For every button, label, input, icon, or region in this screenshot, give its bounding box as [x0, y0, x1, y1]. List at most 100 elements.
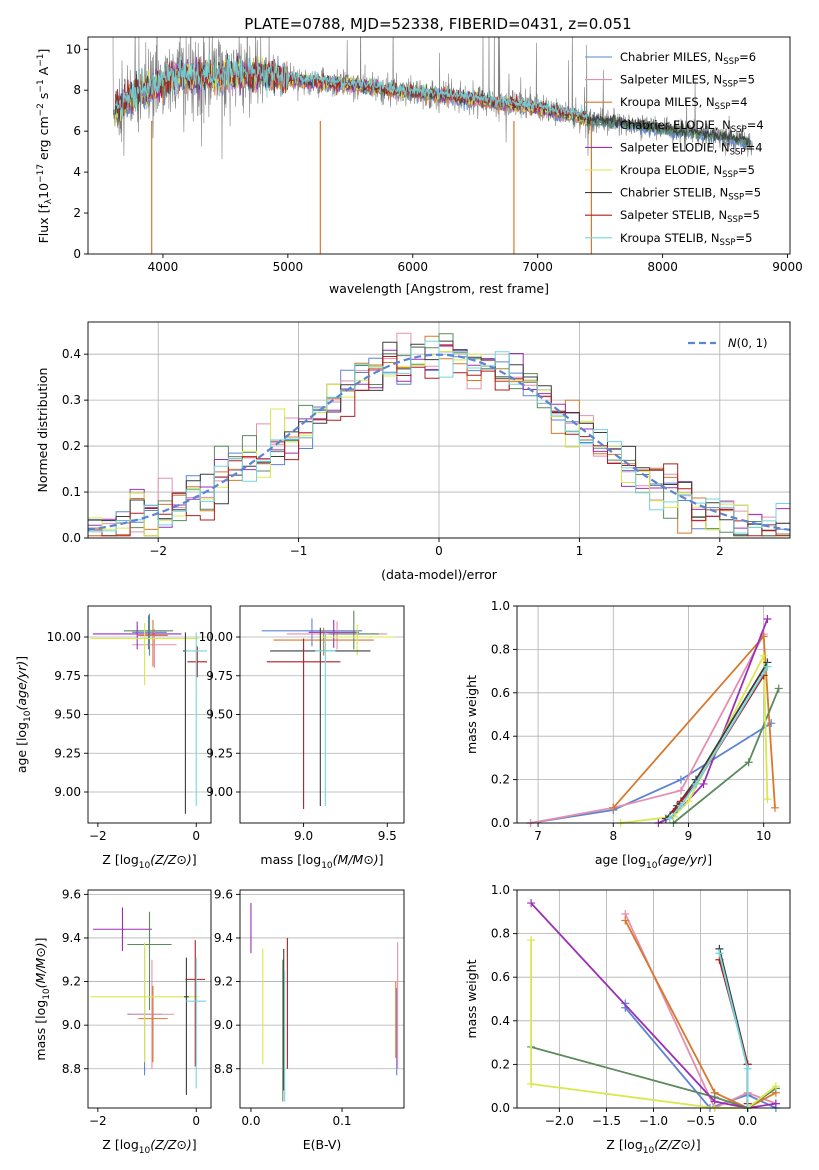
label-part: ]	[192, 852, 197, 867]
y-tick-label: 0.6	[491, 686, 510, 700]
y-tick-label: 4	[73, 165, 81, 179]
point-kroupa-stelib	[186, 957, 207, 1089]
data-point	[691, 779, 700, 788]
axes-background	[240, 890, 404, 1108]
y-tick-label: 9.00	[54, 785, 81, 799]
x-axis-label: Z [log10(Z/Z⊙)]	[102, 1137, 196, 1156]
legend-text: Chabrier MILES, N	[620, 50, 723, 64]
mass-vs-EBV-panel: 0.0 0.1 8.8 9.0 9.2 9.4 9.6 E(B-V)	[214, 887, 405, 1152]
x-tick-label: 6000	[397, 260, 428, 274]
label-part: ]	[192, 1137, 197, 1152]
legend-sub: SSP	[723, 57, 739, 67]
x-tick-label: −1.0	[639, 1114, 668, 1128]
data-point	[676, 786, 685, 795]
legend-entry-kroupa-stelib: Kroupa STELIB, NSSP=5	[620, 231, 752, 248]
y-tick-label: 0.2	[62, 439, 81, 453]
legend-sub: SSP	[722, 170, 738, 180]
data-point	[763, 795, 772, 804]
y-tick-label: 9.6	[62, 887, 81, 901]
point-kroupa-stelib	[315, 632, 336, 806]
data-point	[527, 899, 536, 908]
x-tick-label: 8000	[647, 260, 678, 274]
series-line	[530, 633, 765, 824]
x-tick-label: 0	[192, 1114, 200, 1128]
legend-entry-salpeter-elodie: Salpeter ELODIE, NSSP=4	[620, 140, 763, 157]
point-salpeter-stelib	[185, 940, 206, 1067]
legend-sub: SSP	[720, 238, 736, 248]
histogram-plot-area	[88, 332, 790, 537]
legend-text: Kroupa MILES, N	[620, 95, 715, 109]
x-axis-label: (data-model)/error	[381, 567, 498, 582]
label-part: −2	[36, 103, 46, 116]
label-part: age [log	[595, 852, 646, 867]
label-part: ]	[696, 1137, 701, 1152]
legend-entry-salpeter-stelib: Salpeter STELIB, NSSP=5	[620, 208, 760, 225]
y-tick-label: 0.0	[491, 1101, 510, 1115]
x-tick-label: −2	[149, 544, 167, 558]
legend-entry-chabrier-stelib: Chabrier STELIB, NSSP=5	[620, 186, 761, 203]
x-tick-label: −2	[89, 1114, 107, 1128]
y-tick-label: 9.75	[206, 669, 233, 683]
data-point	[771, 1099, 780, 1108]
legend-suffix: =5	[743, 208, 760, 222]
normal-curve	[88, 353, 790, 531]
y-tick-label: 1.0	[491, 599, 510, 613]
x-tick-label: −2	[89, 829, 107, 843]
label-part: −1	[36, 79, 46, 92]
x-tick-label: 1	[576, 544, 584, 558]
point-chabrier-elodie	[127, 911, 172, 1010]
legend-text: Kroupa ELODIE, N	[620, 163, 722, 177]
x-tick-label: 5000	[273, 260, 304, 274]
y-tick-label: 0.6	[491, 970, 510, 984]
label-part: Flux [f	[36, 204, 51, 244]
label-part: mass [log	[33, 1000, 48, 1061]
axes-frame	[87, 889, 212, 1109]
legend-text: Salpeter STELIB, N	[620, 208, 727, 222]
spectrum-panel: 4000 5000 6000 7000 8000 9000 0 2 4 6 8 10 wavelengt…	[36, 36, 803, 296]
y-tick-label: 9.50	[206, 708, 233, 722]
label-part: λ	[44, 198, 54, 204]
label-part: (age/yr)	[657, 852, 707, 867]
data-point	[676, 775, 685, 784]
x-axis-label: age [log10(age/yr)]	[595, 852, 712, 871]
legend-suffix: =4	[746, 140, 763, 154]
legend-entry-kroupa-miles: Kroupa MILES, NSSP=4	[620, 95, 747, 112]
y-tick-label: 0.0	[491, 816, 510, 830]
label-part: Z [log	[102, 1137, 138, 1152]
data-point	[771, 1082, 780, 1091]
legend-text: Chabrier STELIB, N	[620, 186, 728, 200]
data-point	[715, 949, 724, 958]
label-part: 10	[23, 710, 33, 722]
y-tick-label: 9.2	[214, 975, 233, 989]
series-line	[530, 902, 777, 1109]
data-point	[676, 801, 685, 810]
legend-suffix: =5	[735, 231, 752, 245]
legend-entry-chabrier-miles: Chabrier MILES, NSSP=6	[620, 50, 756, 67]
legend-sub: SSP	[730, 147, 746, 157]
label-part: s	[36, 93, 51, 104]
series-line	[669, 666, 769, 820]
y-tick-label: 9.75	[54, 669, 81, 683]
data-point	[744, 758, 753, 767]
label-part: Z [log	[606, 1137, 642, 1152]
data-point	[743, 1064, 752, 1073]
data-point	[621, 916, 630, 925]
y-tick-label: 1.0	[491, 883, 510, 897]
legend-entry-kroupa-elodie: Kroupa ELODIE, NSSP=5	[620, 163, 755, 180]
chart-title: PLATE=0788, MJD=52338, FIBERID=0431, z=0…	[244, 15, 631, 33]
plot-area	[250, 903, 399, 1102]
series-chabrier-stelib	[661, 658, 772, 823]
spectrum-plot-area	[112, 37, 753, 254]
series-chabrier-miles	[526, 719, 776, 827]
data-point	[665, 814, 674, 823]
series-line	[624, 920, 777, 1110]
data-point	[759, 651, 768, 660]
series-kroupa-stelib	[715, 949, 752, 1112]
axes-frame	[87, 36, 791, 255]
data-point	[774, 684, 783, 693]
data-point	[699, 779, 708, 788]
histogram-panel: −2 −1 0 1 2 0.0 0.1 0.2 0.3 0.4 (data-model)/error…	[35, 321, 791, 582]
x-tick-label: 7	[534, 829, 542, 843]
label-part: mass [log	[260, 852, 321, 867]
